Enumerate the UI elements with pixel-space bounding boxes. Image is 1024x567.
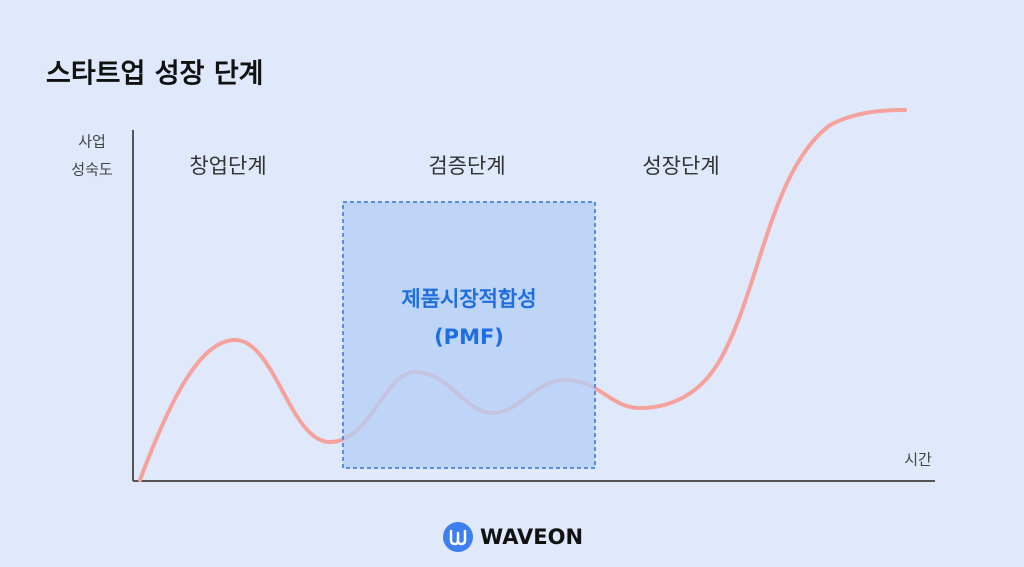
- pmf-box: [342, 201, 596, 469]
- y-axis-label: 사업: [78, 133, 106, 151]
- logo-text: WAVEON: [480, 525, 583, 549]
- stage-label: 창업단계: [189, 154, 266, 178]
- stage-label: 성장단계: [642, 154, 719, 178]
- y-axis-label: 성숙도: [71, 161, 113, 179]
- title: 스타트업 성장 단계: [46, 59, 264, 90]
- pmf-label: 제품시장적합성: [401, 287, 536, 311]
- pmf-sublabel: (PMF): [434, 325, 504, 349]
- logo-glyph: [449, 529, 467, 546]
- logo: WAVEON: [443, 522, 583, 552]
- stage-label: 검증단계: [428, 154, 505, 178]
- x-axis-label: 시간: [904, 451, 932, 469]
